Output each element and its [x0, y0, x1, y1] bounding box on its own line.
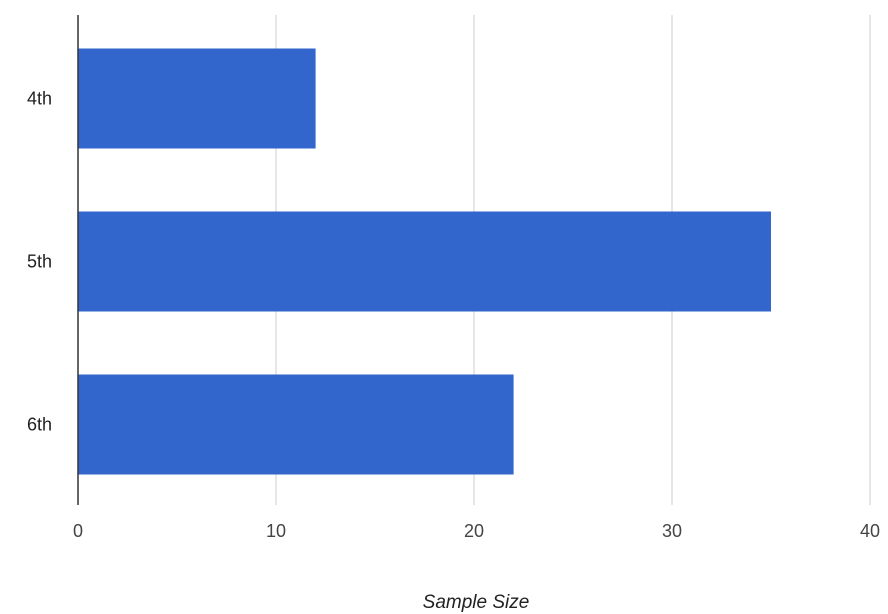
category-label-4th: 4th: [27, 89, 52, 109]
category-label-5th: 5th: [27, 252, 52, 272]
bar-5th: [78, 211, 771, 312]
bar-4th: [78, 48, 316, 149]
bar-6th: [78, 374, 514, 475]
x-tick-label-30: 30: [662, 521, 682, 541]
x-axis-title: Sample Size: [423, 592, 530, 613]
x-tick-label-40: 40: [860, 521, 880, 541]
labels: 0 10 20 30 40 4th 5th 6th: [27, 89, 880, 542]
x-tick-label-10: 10: [266, 521, 286, 541]
category-label-6th: 6th: [27, 415, 52, 435]
x-tick-label-0: 0: [73, 521, 83, 541]
bars: [78, 48, 771, 475]
x-tick-label-20: 20: [464, 521, 484, 541]
